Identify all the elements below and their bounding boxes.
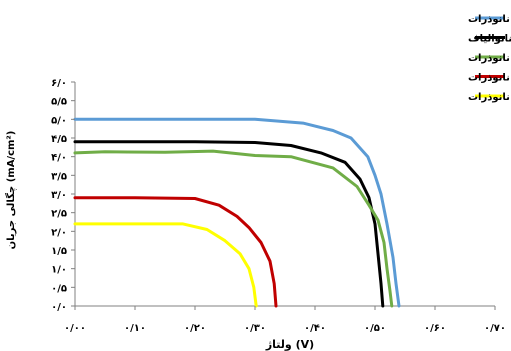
series-line-4	[73, 196, 278, 308]
series-lines	[73, 117, 401, 308]
y-tick-label: ۲/۰	[51, 227, 67, 238]
series-line-2	[73, 140, 385, 308]
y-axis-label: چگالی جریان (mA/cm²)	[4, 131, 17, 250]
plot-area	[74, 82, 495, 307]
x-tick-label: ۰/۴۰	[304, 323, 326, 334]
y-axis-ticks: ۰/۰ ۰/۵ ۱/۰ ۱/۵ ۲/۰ ۲/۵ ۳/۰ ۳/۵ ۴/۰ ۴/۵ ۵/۰ ۵/۵ ۶/۰	[51, 78, 75, 313]
x-tick-label: ۰/۶۰	[424, 323, 446, 334]
x-tick-label: ۰/۰۰	[64, 323, 86, 334]
y-tick-label: ۶/۰	[51, 78, 67, 89]
legend: سلول با ترکیب نانوالیاف و ۲۰ درصد نانوذر…	[468, 14, 511, 103]
legend-label: سلول با ترکیب نانوالیاف و ۴۰ درصد نانوذر…	[468, 92, 511, 103]
series-line-1	[73, 117, 401, 308]
x-tick-label: ۰/۵۰	[364, 323, 386, 334]
series-line-5	[73, 222, 258, 308]
y-tick-label: ۱/۰	[51, 265, 67, 276]
x-tick-label: ۰/۱۰	[124, 323, 146, 334]
x-axis-ticks: ۰/۰۰ ۰/۱۰ ۰/۲۰ ۰/۳۰ ۰/۴۰ ۰/۵۰ ۰/۶۰ ۰/۷۰	[64, 306, 506, 334]
y-tick-label: ۲/۵	[51, 209, 67, 220]
x-tick-label: ۰/۲۰	[184, 323, 206, 334]
legend-label: سلول با ترکیب نانوالیاف و ۲۰ درصد نانوذر…	[468, 14, 511, 25]
y-tick-label: ۴/۰	[51, 153, 67, 164]
y-tick-label: ۵/۵	[51, 97, 67, 108]
series-line-3	[73, 149, 394, 308]
y-tick-label: ۰/۵	[51, 283, 67, 294]
y-tick-label: ۱/۵	[51, 246, 67, 257]
y-tick-label: ۵/۰	[51, 115, 67, 126]
y-tick-label: ۳/۵	[51, 171, 67, 182]
legend-label: سلول با ترکیب نانوالیاف ۳۰ درصد نانوذرات	[468, 73, 511, 84]
x-axis-label: ولتاژ (V)	[265, 338, 314, 351]
legend-label: سلول با نانوالیاف	[468, 34, 511, 45]
x-tick-label: ۰/۷۰	[484, 323, 506, 334]
y-tick-label: ۳/۰	[51, 190, 67, 201]
y-tick-label: ۰/۰	[51, 302, 67, 313]
y-tick-label: ۴/۵	[51, 134, 67, 145]
x-tick-label: ۰/۳۰	[244, 323, 266, 334]
legend-label: سلول با نانوذرات	[468, 53, 511, 64]
